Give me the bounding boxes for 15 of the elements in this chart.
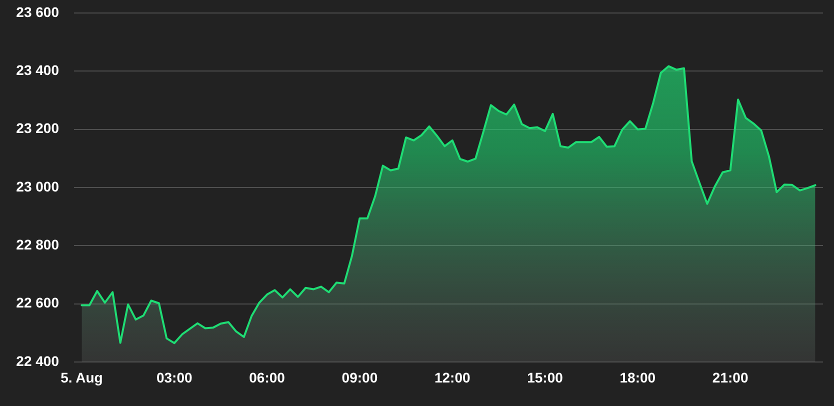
x-tick-label: 15:00	[527, 369, 564, 386]
y-tick-label: 23 000	[16, 178, 60, 194]
y-tick-label: 22 600	[16, 294, 60, 311]
y-tick-label: 23 200	[16, 120, 60, 136]
y-tick-label: 22 400	[16, 352, 60, 369]
y-tick-label: 23 400	[16, 62, 60, 78]
x-tick-label: 5. Aug	[60, 369, 103, 386]
x-tick-label: 12:00	[434, 369, 470, 386]
x-tick-label: 03:00	[156, 369, 192, 386]
y-tick-label: 23 600	[16, 4, 60, 20]
x-tick-label: 21:00	[712, 369, 748, 386]
x-tick-label: 06:00	[249, 369, 286, 386]
x-tick-label: 18:00	[620, 369, 656, 386]
y-tick-label: 22 800	[16, 236, 60, 253]
x-tick-label: 09:00	[342, 369, 378, 386]
